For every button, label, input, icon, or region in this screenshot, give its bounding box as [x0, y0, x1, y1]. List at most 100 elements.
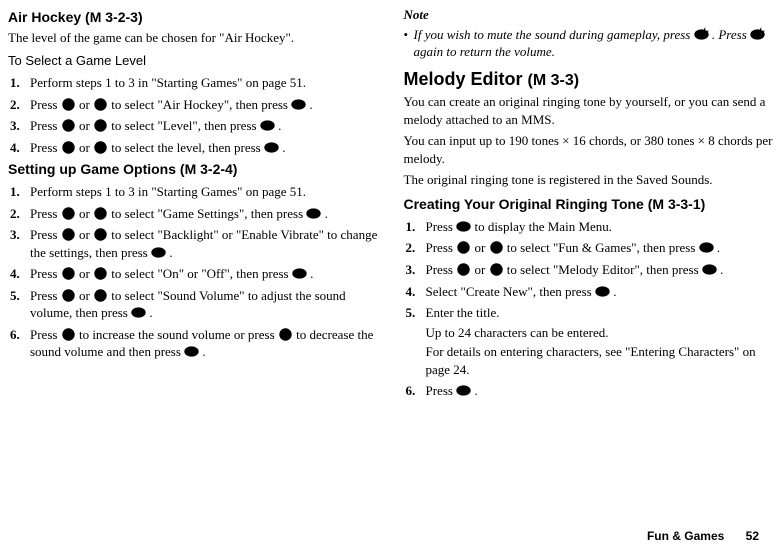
note-body: If you wish to mute the sound during gam…: [404, 26, 776, 61]
melody-intro: You can create an original ringing tone …: [404, 93, 776, 128]
step-text: .: [169, 245, 172, 260]
down-icon: [93, 206, 108, 221]
down-icon: [93, 140, 108, 155]
step-item: 1. Perform steps 1 to 3 in "Starting Gam…: [8, 183, 380, 201]
step-text: Press: [30, 227, 61, 242]
step-text: or: [474, 240, 488, 255]
step-text: Press: [30, 327, 61, 342]
step-text: to select "On" or "Off", then press: [111, 266, 292, 281]
ok-icon: [260, 118, 275, 133]
create-tone-title-text: Creating Your Original Ringing Tone: [404, 196, 644, 212]
step-text: .: [474, 383, 477, 398]
down-icon: [93, 227, 108, 242]
footer-page-number: 52: [746, 529, 759, 543]
air-hockey-title: Air Hockey (M 3-2-3): [8, 8, 380, 27]
air-hockey-mcode: (M 3-2-3): [85, 9, 143, 25]
step-text: Perform steps 1 to 3 in "Starting Games"…: [30, 75, 306, 90]
step-text: or: [79, 227, 93, 242]
step-text: .: [613, 284, 616, 299]
step-text: to increase the sound volume or press: [79, 327, 278, 342]
step-text: Press: [30, 140, 61, 155]
down-icon: [278, 327, 293, 342]
step-text: or: [79, 206, 93, 221]
step-item: 2. Press or to select "Air Hockey", then…: [8, 96, 380, 114]
step-item: 4. Press or to select the level, then pr…: [8, 139, 380, 157]
melody-intro: You can input up to 190 tones × 16 chord…: [404, 132, 776, 167]
step-text: or: [79, 140, 93, 155]
up-icon: [61, 266, 76, 281]
up-icon: [61, 206, 76, 221]
up-icon: [61, 140, 76, 155]
down-icon: [93, 97, 108, 112]
game-options-steps: 1. Perform steps 1 to 3 in "Starting Gam…: [8, 183, 380, 361]
step-item: 6. Press .: [404, 382, 776, 400]
step-text: to display the Main Menu.: [474, 219, 612, 234]
step-text: to select "Game Settings", then press: [111, 206, 306, 221]
step-item: 4. Select "Create New", then press .: [404, 283, 776, 301]
step-text: Press: [426, 240, 457, 255]
down-icon: [93, 288, 108, 303]
step-item: 2. Press or to select "Fun & Games", the…: [404, 239, 776, 257]
step-text: Press: [30, 288, 61, 303]
down-icon: [93, 266, 108, 281]
step-text: .: [717, 240, 720, 255]
step-item: 2. Press or to select "Game Settings", t…: [8, 205, 380, 223]
star-key-icon: [694, 27, 709, 42]
step-subtext: For details on entering characters, see …: [426, 343, 776, 378]
note-text: If you wish to mute the sound during gam…: [414, 27, 694, 42]
select-level-steps: 1. Perform steps 1 to 3 in "Starting Gam…: [8, 74, 380, 156]
ok-icon: [291, 97, 306, 112]
step-item: 4. Press or to select "On" or "Off", the…: [8, 265, 380, 283]
step-text: Press: [30, 97, 61, 112]
page-footer: Fun & Games 52: [0, 528, 783, 544]
up-icon: [456, 240, 471, 255]
ok-icon: [184, 344, 199, 359]
step-text: .: [278, 118, 281, 133]
air-hockey-title-text: Air Hockey: [8, 9, 81, 25]
step-item: 3. Press or to select "Backlight" or "En…: [8, 226, 380, 261]
step-text: to select "Level", then press: [111, 118, 260, 133]
step-text: Press: [426, 262, 457, 277]
ok-icon: [264, 140, 279, 155]
up-icon: [456, 262, 471, 277]
step-text: .: [309, 97, 312, 112]
ok-icon: [292, 266, 307, 281]
step-text: Press: [30, 118, 61, 133]
ok-icon: [131, 305, 146, 320]
game-options-title: Setting up Game Options (M 3-2-4): [8, 160, 380, 179]
step-text: to select "Melody Editor", then press: [507, 262, 702, 277]
ok-icon: [456, 219, 471, 234]
ok-icon: [702, 262, 717, 277]
down-icon: [489, 262, 504, 277]
star-key-icon: [750, 27, 765, 42]
step-text: .: [149, 305, 152, 320]
step-text: .: [202, 344, 205, 359]
step-text: Select "Create New", then press: [426, 284, 595, 299]
ok-icon: [699, 240, 714, 255]
step-text: or: [79, 266, 93, 281]
note-text: . Press: [712, 27, 750, 42]
footer-section: Fun & Games: [647, 529, 724, 543]
step-text: to select "Air Hockey", then press: [111, 97, 291, 112]
step-item: 3. Press or to select "Melody Editor", t…: [404, 261, 776, 279]
step-text: or: [79, 97, 93, 112]
step-text: Perform steps 1 to 3 in "Starting Games"…: [30, 184, 306, 199]
up-icon: [61, 97, 76, 112]
create-tone-mcode: (M 3-3-1): [648, 196, 706, 212]
step-item: 6. Press to increase the sound volume or…: [8, 326, 380, 361]
up-icon: [61, 288, 76, 303]
step-text: or: [79, 118, 93, 133]
down-icon: [93, 118, 108, 133]
melody-editor-title-text: Melody Editor: [404, 69, 523, 89]
note-label: Note: [404, 6, 776, 24]
step-text: .: [310, 266, 313, 281]
step-text: Press: [426, 383, 457, 398]
note-text: again to return the volume.: [414, 44, 555, 59]
ok-icon: [595, 284, 610, 299]
up-icon: [61, 327, 76, 342]
step-item: 5. Enter the title. Up to 24 characters …: [404, 304, 776, 378]
up-icon: [61, 118, 76, 133]
step-text: Press: [30, 206, 61, 221]
up-icon: [61, 227, 76, 242]
select-level-heading: To Select a Game Level: [8, 52, 380, 70]
